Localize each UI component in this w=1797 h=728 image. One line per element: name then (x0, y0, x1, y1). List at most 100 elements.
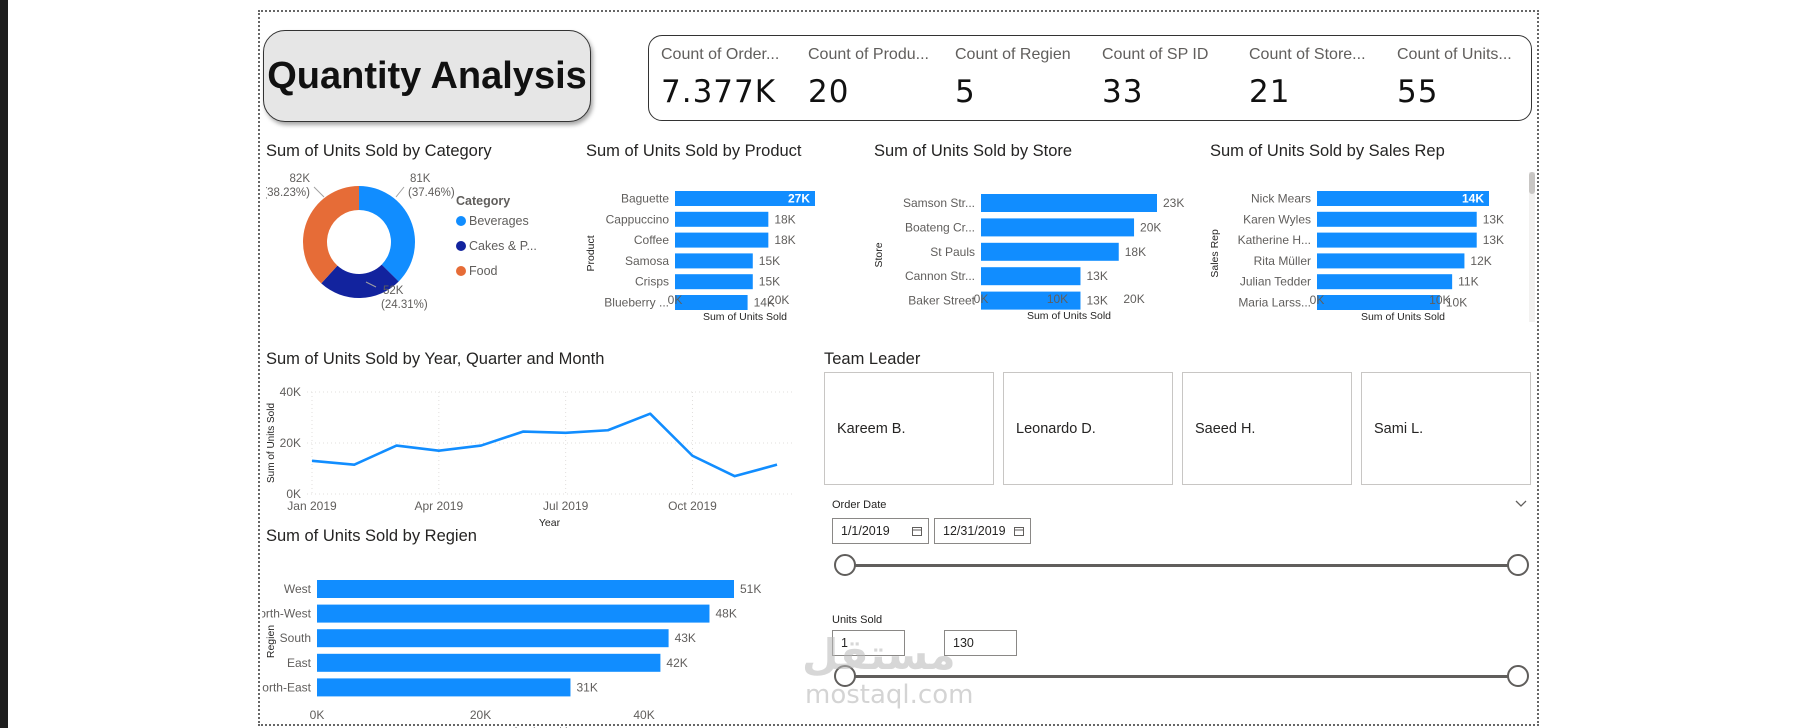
kpi-sp-id-count[interactable]: Count of SP ID 33 (1102, 46, 1242, 110)
start-date-value: 1/1/2019 (841, 524, 890, 538)
kpi-product-count[interactable]: Count of Produ... 20 (808, 46, 948, 110)
bar[interactable] (317, 678, 571, 697)
bar[interactable] (675, 211, 769, 227)
kpi-region-count[interactable]: Count of Regien 5 (955, 46, 1095, 110)
data-label: 13K (1086, 294, 1107, 308)
region-bar-chart[interactable]: West 51K North-West 48K South 43K East 42K North… (262, 552, 802, 728)
data-label: 11K (1458, 275, 1478, 289)
bar[interactable] (1317, 232, 1477, 248)
leader-line (395, 186, 405, 198)
units-sold-label: Units Sold (832, 614, 883, 626)
bar[interactable] (317, 653, 661, 672)
bar[interactable] (317, 629, 669, 648)
data-label: 20K (1140, 220, 1161, 234)
bar[interactable] (675, 274, 753, 290)
x-tick-label: 0K (1310, 293, 1325, 307)
team-leader-tile[interactable]: Leonardo D. (1003, 372, 1173, 485)
bar[interactable] (981, 242, 1119, 261)
x-tick-label: 0K (310, 708, 325, 722)
y-axis-title: Store (873, 242, 885, 267)
units-slider-max-handle[interactable] (1507, 665, 1529, 687)
kpi-label: Count of Regien (955, 46, 1071, 63)
kpi-value: 7.377K (661, 74, 777, 110)
order-date-slider-track[interactable] (846, 564, 1517, 567)
category-label: Boateng Cr... (905, 220, 975, 234)
data-label: 10K (1446, 296, 1467, 310)
category-label: West (284, 582, 312, 596)
bar[interactable] (1317, 295, 1440, 310)
team-leader-tile[interactable]: Kareem B. (824, 372, 994, 485)
category-label: Maria Larss... (1238, 296, 1311, 310)
category-label: Cannon Str... (905, 269, 975, 283)
x-tick-label: Jan 2019 (287, 499, 337, 513)
end-date-value: 12/31/2019 (943, 524, 1006, 538)
units-min-input[interactable]: 1 (832, 630, 905, 656)
store-bar-chart[interactable]: Samson Str... 23K Boateng Cr... 20K St Pauls… (872, 167, 1192, 357)
category-label: Blueberry ... (604, 296, 669, 310)
data-label: 15K (759, 275, 780, 289)
kpi-value: 5 (955, 74, 976, 110)
order-date-slider-end-handle[interactable] (1507, 554, 1529, 576)
x-tick-label: Oct 2019 (668, 499, 717, 513)
bar[interactable] (981, 194, 1157, 212)
bar[interactable] (1317, 191, 1489, 206)
kpi-label: Count of SP ID (1102, 46, 1209, 63)
bar[interactable] (675, 253, 753, 269)
page-title: Quantity Analysis (267, 54, 587, 97)
salesrep-bar-chart[interactable]: Nick Mears 14K Karen Wyles 13K Katherine H..… (1208, 167, 1528, 357)
donut-slice[interactable] (303, 186, 359, 284)
kpi-units-count[interactable]: Count of Units... 55 (1397, 46, 1537, 110)
kpi-value: 20 (808, 74, 850, 110)
chevron-down-icon[interactable] (1515, 499, 1527, 509)
slice-pct-label: (24.31%) (381, 299, 428, 311)
y-axis-title: Sales Rep (1209, 229, 1221, 278)
kpi-value: 33 (1102, 74, 1144, 110)
units-line-chart[interactable]: 0K 20K 40K Jan 2019 Apr 2019 Jul 2019 Oct 2019… (262, 374, 802, 534)
data-label: 43K (675, 631, 696, 645)
units-slider-min-handle[interactable] (834, 665, 856, 687)
data-label: 48K (715, 607, 736, 621)
bar[interactable] (317, 580, 734, 598)
legend-item: Cakes & P... (469, 239, 536, 253)
bar[interactable] (1317, 211, 1477, 227)
calendar-icon[interactable] (1014, 526, 1024, 536)
kpi-label: Count of Store... (1249, 46, 1366, 63)
category-label: East (287, 656, 312, 670)
units-max-input[interactable]: 130 (944, 630, 1017, 656)
kpi-value: 21 (1249, 74, 1291, 110)
bar[interactable] (675, 295, 748, 310)
category-label: Coffee (634, 233, 669, 247)
kpi-store-count[interactable]: Count of Store... 21 (1249, 46, 1389, 110)
bar[interactable] (1317, 274, 1453, 290)
order-date-start-input[interactable]: 1/1/2019 (832, 518, 929, 544)
category-donut-chart[interactable]: 81K (37.46%) 52K (24.31%) 82K (38.23%) Categor… (266, 167, 536, 357)
kpi-order-count[interactable]: Count of Order... 7.377K (661, 46, 801, 110)
bar[interactable] (317, 604, 710, 623)
bar[interactable] (981, 267, 1081, 286)
data-label: 31K (576, 680, 597, 694)
scrollbar-thumb[interactable] (1529, 172, 1535, 194)
slice-pct-label: (38.23%) (266, 187, 310, 199)
bar[interactable] (675, 191, 815, 206)
product-bar-chart[interactable]: Baguette 27K Cappuccino 18K Coffee 18K Samosa 1… (584, 167, 834, 357)
data-label: 12K (1470, 254, 1491, 268)
legend-title: Category (456, 194, 510, 208)
team-leader-tile[interactable]: Saeed H. (1182, 372, 1352, 485)
donut-slice[interactable] (321, 264, 399, 298)
salesrep-scrollbar[interactable] (1529, 172, 1535, 322)
calendar-icon[interactable] (912, 526, 922, 536)
category-label: Nick Mears (1251, 192, 1311, 206)
order-date-end-input[interactable]: 12/31/2019 (934, 518, 1031, 544)
bar[interactable] (1317, 253, 1465, 269)
bar[interactable] (675, 232, 769, 248)
x-tick-label: 40K (633, 708, 654, 722)
bar[interactable] (981, 291, 1081, 310)
x-tick-label: 10K (1429, 293, 1450, 307)
team-leader-tile[interactable]: Sami L. (1361, 372, 1531, 485)
series-line[interactable] (311, 412, 778, 478)
units-slider-track[interactable] (846, 675, 1517, 678)
order-date-slider-start-handle[interactable] (834, 554, 856, 576)
kpi-card-group: Count of Order... 7.377K Count of Produ.… (648, 35, 1532, 121)
bar[interactable] (981, 218, 1135, 237)
donut-slice[interactable] (359, 186, 416, 282)
